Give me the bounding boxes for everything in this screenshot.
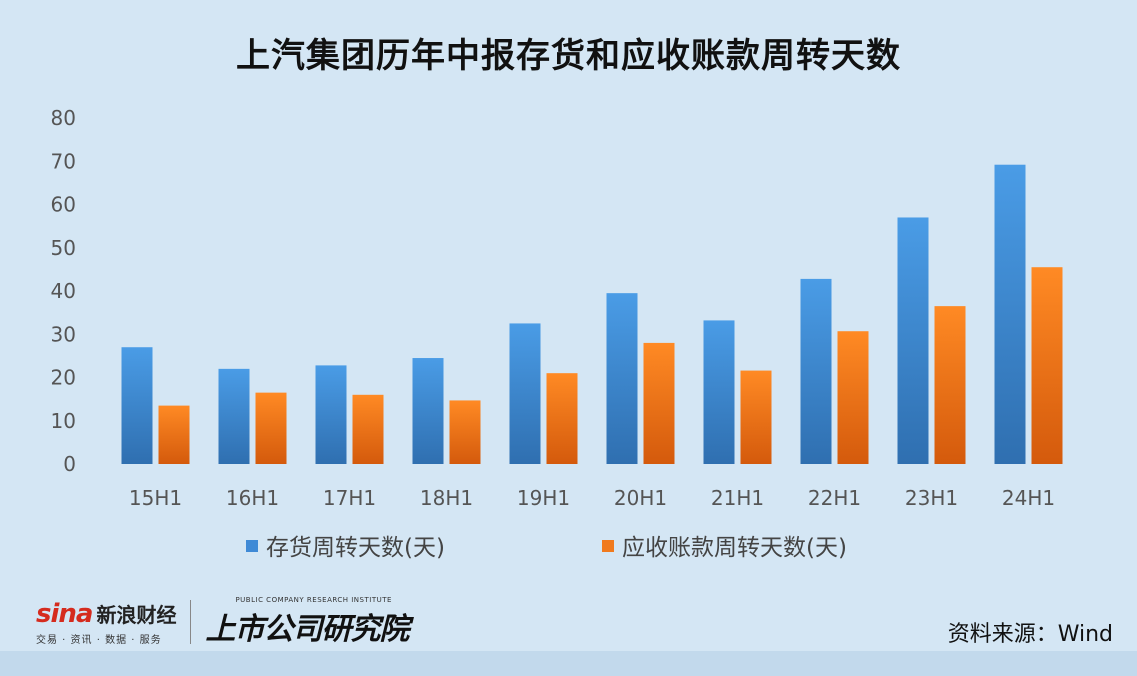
sina-tagline: 交易 · 资讯 · 数据 · 服务 (36, 634, 162, 646)
bar-inventory-days (606, 293, 638, 464)
bar-receivable-days (934, 306, 966, 464)
institute-english-name: PUBLIC COMPANY RESEARCH INSTITUTE (235, 596, 392, 604)
y-tick-label: 20 (51, 366, 76, 390)
legend-label-inventory: 存货周转天数(天) (266, 535, 445, 561)
bar-receivable-days (1031, 267, 1063, 464)
bar-receivable-days (546, 373, 578, 464)
y-tick-label: 70 (51, 149, 76, 173)
sina-finance-name: 新浪财经 (96, 602, 177, 627)
footer-bar (0, 651, 1137, 676)
y-tick-label: 10 (51, 409, 76, 433)
legend-label-receivable: 应收账款周转天数(天) (622, 535, 847, 561)
x-tick-label: 17H1 (323, 486, 376, 510)
bar-inventory-days (897, 217, 929, 464)
x-tick-label: 19H1 (517, 486, 570, 510)
sina-wordmark: sina (36, 598, 93, 629)
x-tick-label: 15H1 (129, 486, 182, 510)
bar-chart: 0 10 20 30 40 50 60 70 80 15H1 16H1 17H1 18H1 19H1 20… (51, 106, 1063, 561)
source-note: 资料来源：Wind (947, 622, 1113, 647)
bar-receivable-days (158, 405, 190, 464)
bar-inventory-days (703, 320, 735, 464)
bar-inventory-days (218, 368, 250, 464)
bar-receivable-days (643, 342, 675, 464)
x-tick-label: 23H1 (905, 486, 958, 510)
logo-area: sina 新浪财经 交易 · 资讯 · 数据 · 服务 PUBLIC COMPA… (36, 596, 409, 648)
y-tick-label: 60 (51, 193, 76, 217)
bar-inventory-days (509, 323, 541, 464)
bar-inventory-days (121, 347, 153, 464)
x-tick-label: 24H1 (1002, 486, 1055, 510)
bar-inventory-days (800, 278, 832, 464)
logo-divider (190, 600, 192, 644)
y-tick-label: 80 (51, 106, 76, 130)
x-tick-label: 20H1 (614, 486, 667, 510)
bar-receivable-days (449, 400, 481, 464)
y-tick-label: 30 (51, 322, 76, 346)
bar-inventory-days (412, 358, 444, 464)
bar-receivable-days (255, 392, 287, 464)
institute-logo: PUBLIC COMPANY RESEARCH INSTITUTE 上市公司研究… (205, 596, 409, 648)
y-tick-label: 40 (51, 279, 76, 303)
x-tick-label: 16H1 (226, 486, 279, 510)
bar-receivable-days (837, 331, 869, 464)
bar-receivable-days (740, 370, 772, 464)
legend-swatch-receivable (602, 540, 614, 552)
sina-finance-logo: sina 新浪财经 交易 · 资讯 · 数据 · 服务 (36, 599, 176, 646)
legend-swatch-inventory (246, 540, 258, 552)
chart-title: 上汽集团历年中报存货和应收账款周转天数 (236, 36, 901, 76)
y-tick-label: 0 (63, 452, 76, 476)
y-tick-label: 50 (51, 236, 76, 260)
x-tick-label: 22H1 (808, 486, 861, 510)
bar-inventory-days (994, 164, 1026, 464)
x-tick-label: 21H1 (711, 486, 764, 510)
x-tick-label: 18H1 (420, 486, 473, 510)
institute-chinese-name: 上市公司研究院 (205, 612, 409, 647)
bar-receivable-days (352, 394, 384, 464)
bar-inventory-days (315, 365, 347, 464)
